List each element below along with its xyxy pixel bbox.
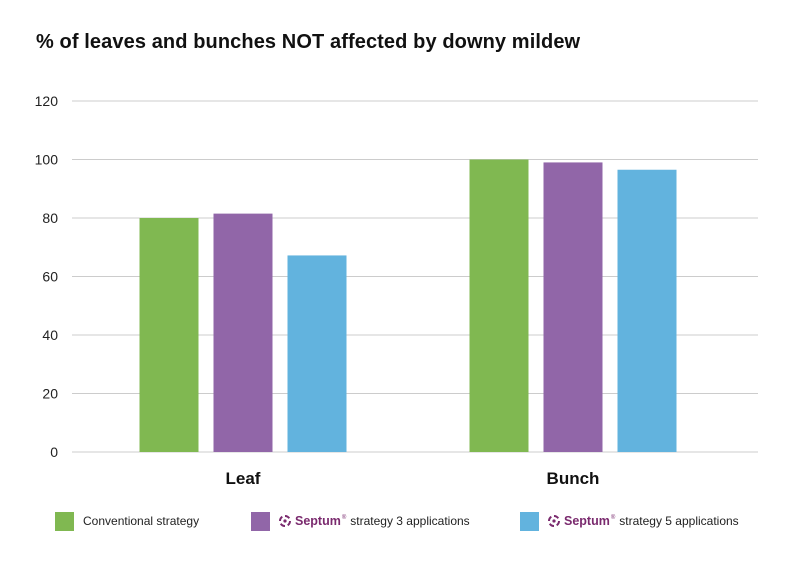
septum-logo-icon: [279, 515, 291, 527]
y-tick-label: 100: [35, 152, 59, 168]
bar: [543, 162, 603, 453]
legend-swatch-green: [55, 511, 74, 531]
y-axis-ticks: 0 20 40 60 80 100 120: [35, 93, 59, 460]
legend-label: strategy 3 applications: [350, 514, 470, 528]
septum-brand: Septum ®: [548, 514, 615, 528]
bar: [287, 255, 347, 452]
bar-chart: 0 20 40 60 80 100 120 Leaf Bunch: [35, 93, 758, 488]
legend-swatch-blue: [520, 511, 539, 531]
legend: Conventional strategy Septum ® strategy 3…: [0, 511, 800, 535]
brand-name: Septum: [564, 514, 610, 528]
legend-label: Conventional strategy: [83, 514, 200, 528]
chart-title: % of leaves and bunches NOT affected by …: [36, 31, 581, 53]
legend-swatch-purple: [251, 511, 270, 531]
x-axis-ticks: Leaf Bunch: [226, 469, 600, 488]
bar: [139, 218, 199, 452]
trademark-mark: ®: [610, 515, 616, 521]
legend-label: strategy 5 applications: [619, 514, 739, 528]
bars: [139, 159, 677, 453]
brand-name: Septum: [295, 514, 341, 528]
y-tick-label: 120: [35, 93, 59, 109]
legend-item-conventional: Conventional strategy: [55, 511, 199, 531]
legend-item-septum-5: Septum ® strategy 5 applications: [520, 511, 739, 531]
bar: [469, 159, 529, 452]
trademark-mark: ®: [341, 515, 347, 521]
y-tick-label: 80: [42, 210, 58, 226]
x-tick-label: Bunch: [547, 469, 600, 488]
y-tick-label: 60: [42, 269, 58, 285]
bar: [617, 169, 677, 453]
bar: [213, 213, 273, 452]
septum-brand: Septum ®: [279, 514, 346, 528]
x-tick-label: Leaf: [226, 469, 261, 488]
y-tick-label: 20: [42, 386, 58, 402]
legend-item-septum-3: Septum ® strategy 3 applications: [251, 511, 470, 531]
septum-logo-icon: [548, 515, 560, 527]
y-tick-label: 0: [50, 444, 58, 460]
y-tick-label: 40: [42, 327, 58, 343]
